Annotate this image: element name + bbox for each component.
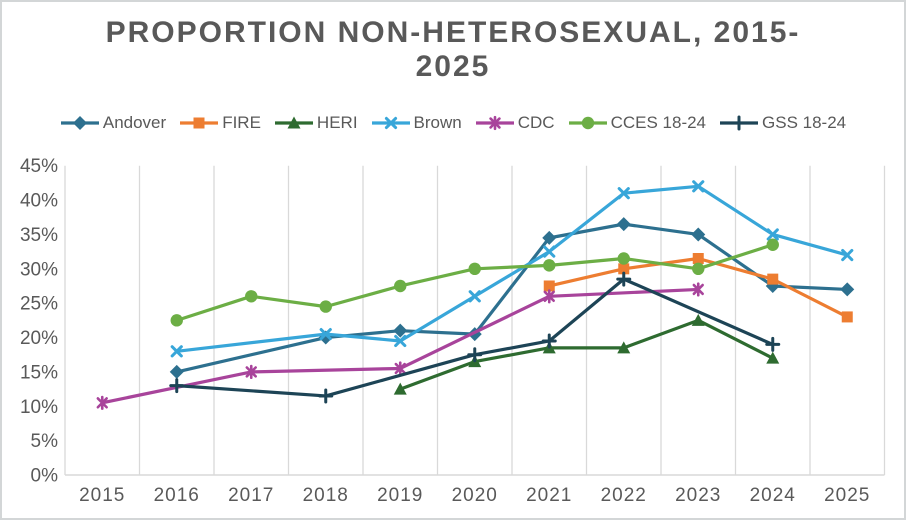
legend-label: FIRE <box>222 113 261 132</box>
y-tick-label: 35% <box>20 225 58 246</box>
y-tick-label: 20% <box>20 328 58 349</box>
y-tick-label: 5% <box>31 431 59 452</box>
series-cces-18-24 <box>170 238 779 327</box>
x-axis-labels: 2015 2016 2017 2018 2019 2020 2021 2022 2023 2024… <box>79 485 870 506</box>
chart-title-line1: PROPORTION NON-HETEROSEXUAL, 2015- <box>105 16 801 49</box>
legend-item-gss-18-24: GSS 18-24 <box>719 113 846 133</box>
x-tick-label: 2024 <box>750 485 796 506</box>
legend-label: Brown <box>413 113 462 132</box>
square-marker-icon <box>180 117 219 129</box>
legend-label: Andover <box>102 113 167 132</box>
x-tick-label: 2021 <box>526 485 572 506</box>
x-tick-label: 2016 <box>154 485 200 506</box>
x-tick-label: 2015 <box>79 485 125 506</box>
x-tick-label: 2020 <box>452 485 498 506</box>
triangle-marker-icon <box>274 116 313 129</box>
star-marker-icon <box>475 115 514 131</box>
x-marker-icon <box>371 116 410 130</box>
plus-marker-icon <box>720 115 759 131</box>
legend-label: HERI <box>316 113 358 132</box>
series-brown <box>170 180 854 358</box>
x-tick-label: 2022 <box>601 485 647 506</box>
legend-item-brown: Brown <box>371 113 462 133</box>
chart-title: PROPORTION NON-HETEROSEXUAL, 2015- 2025 <box>2 16 904 84</box>
series-cdc <box>96 282 704 410</box>
chart-title-line2: 2025 <box>415 50 491 83</box>
legend-label: CDC <box>517 113 555 132</box>
legend-label: GSS 18-24 <box>762 113 847 132</box>
x-tick-label: 2019 <box>377 485 423 506</box>
y-axis-labels: 0% 5% 10% 15% 20% 25% 30% 35% 40% 45% <box>20 156 58 486</box>
y-tick-label: 0% <box>31 466 59 487</box>
y-tick-label: 30% <box>20 259 58 280</box>
x-tick-label: 2017 <box>228 485 274 506</box>
legend-item-cdc: CDC <box>475 113 555 133</box>
x-tick-label: 2018 <box>303 485 349 506</box>
legend-item-cces-18-24: CCES 18-24 <box>568 113 706 133</box>
legend-item-fire: FIRE <box>179 113 261 133</box>
x-tick-label: 2025 <box>824 485 870 506</box>
chart-legend: Andover FIRE HERI Brown CDC CCES 18-24 GSS 18-… <box>2 113 904 133</box>
y-tick-label: 40% <box>20 191 58 212</box>
y-tick-label: 45% <box>20 156 58 177</box>
y-tick-label: 15% <box>20 362 58 383</box>
legend-item-heri: HERI <box>274 113 358 133</box>
series-fire <box>543 253 853 323</box>
y-tick-label: 25% <box>20 294 58 315</box>
gridlines <box>64 165 886 476</box>
legend-item-andover: Andover <box>60 113 166 133</box>
legend-label: CCES 18-24 <box>610 113 707 132</box>
x-tick-label: 2023 <box>675 485 721 506</box>
circle-marker-icon <box>568 116 607 130</box>
diamond-marker-icon <box>60 116 99 130</box>
y-tick-label: 10% <box>20 397 58 418</box>
series-gss-18-24 <box>169 271 781 404</box>
